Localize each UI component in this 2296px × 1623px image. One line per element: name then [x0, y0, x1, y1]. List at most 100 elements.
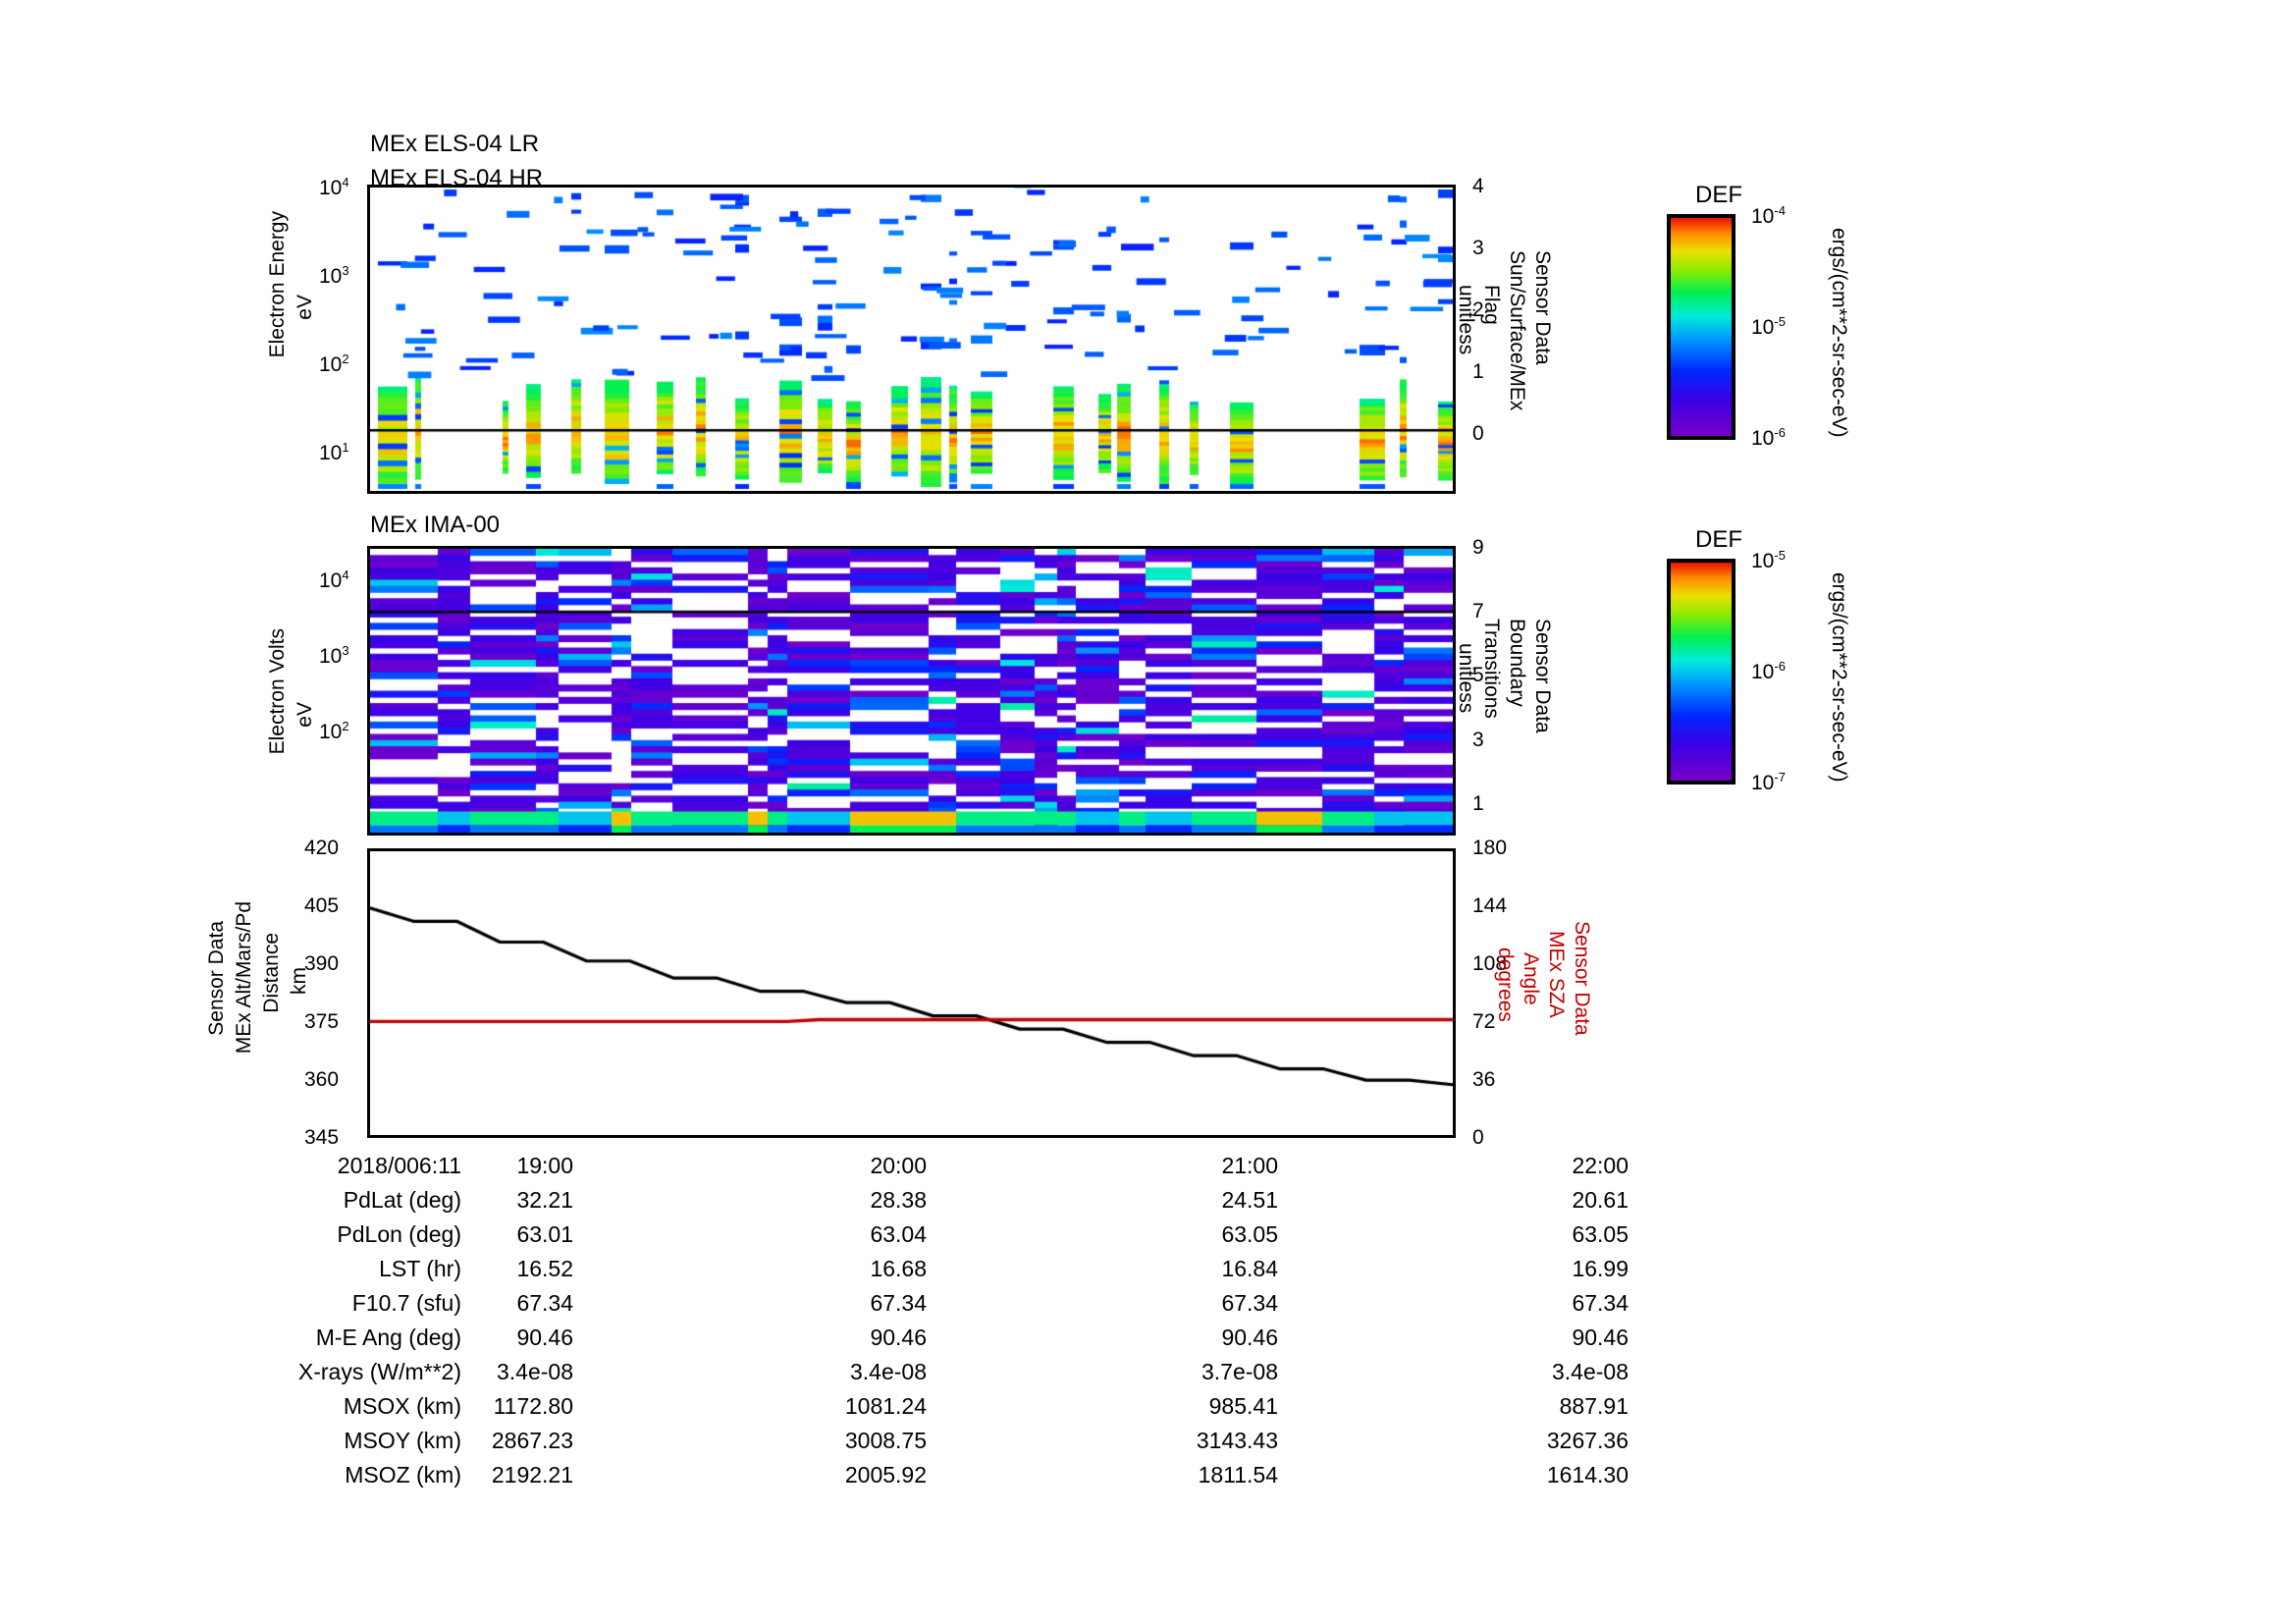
m: 10 [1751, 205, 1775, 228]
panel-1-title-lr: MEx ELS-04 LR [370, 131, 540, 157]
tick-mantissa: 10 [319, 265, 343, 288]
colorbar-1-title: DEF [1695, 182, 1742, 208]
table-cell: 67.34 [870, 1290, 927, 1316]
colorbar-2-units: ergs/(cm**2-sr-sec-eV) [1828, 572, 1850, 783]
table-cell: 32.21 [516, 1187, 573, 1213]
panel-3-right-tick-0: 0 [1472, 1126, 1484, 1149]
table-row: X-rays (W/m**2) 3.4e-08 3.4e-08 3.7e-08 3.4e… [0, 1355, 1629, 1389]
panel-3-right-tick-108: 108 [1472, 952, 1508, 975]
table-row-label: PdLat (deg) [343, 1187, 461, 1213]
table-cell: 90.46 [1572, 1325, 1629, 1350]
table-cell: 63.05 [1572, 1221, 1629, 1247]
e: -7 [1774, 770, 1786, 784]
tick-exponent: 2 [342, 719, 349, 733]
plot-canvas [1671, 563, 1732, 781]
panel-2-plot-area[interactable] [367, 546, 1456, 836]
tick-mantissa: 10 [319, 442, 343, 464]
panel-1-right-tick-0: 0 [1472, 422, 1484, 445]
plot-canvas [1671, 218, 1732, 436]
table-row: LST (hr) 16.52 16.68 16.84 16.99 [0, 1252, 1629, 1286]
panel-3-left-tick-345: 345 [304, 1126, 340, 1149]
panel-1-right-axis-label-line2: Sun/Surface/MEx [1506, 250, 1529, 411]
table-cell: 3267.36 [1546, 1428, 1629, 1453]
table-row: MSOY (km) 2867.23 3008.75 3143.43 3267.36 [0, 1424, 1629, 1458]
tick-mantissa: 10 [319, 569, 343, 592]
colorbar-1-label-top: 10-4 [1751, 203, 1786, 229]
table-cell: 67.34 [1572, 1290, 1629, 1316]
panel-3-left-axis-label-line1: Sensor Data [205, 921, 228, 1036]
panel-2-title: MEx IMA-00 [370, 512, 501, 538]
table-row-label: X-rays (W/m**2) [297, 1359, 461, 1384]
table-cell: 2192.21 [491, 1462, 573, 1488]
m: 10 [1751, 661, 1775, 683]
axis-tick [1452, 819, 1455, 833]
e: -5 [1774, 314, 1786, 329]
table-cell: 21:00 [1221, 1153, 1278, 1178]
colorbar-tick [1716, 435, 1732, 438]
table-cell: 1172.80 [493, 1393, 573, 1419]
panel-1-plot-area[interactable] [367, 185, 1456, 494]
table-cell: 90.46 [516, 1325, 573, 1350]
panel-3-right-axis-label-line3: Angle [1520, 952, 1543, 1005]
axis-tick [370, 1135, 386, 1138]
table-cell: 67.34 [516, 1290, 573, 1316]
table-row-label: MSOY (km) [344, 1428, 461, 1453]
table-row: F10.7 (sfu) 67.34 67.34 67.34 67.34 [0, 1286, 1629, 1321]
panel-1-y-axis-units-text: eV [294, 295, 316, 320]
t: Boundary [1506, 619, 1529, 707]
table-cell: 20.61 [1572, 1187, 1629, 1213]
table-cell: 1614.30 [1546, 1462, 1629, 1488]
table-cell: 28.38 [870, 1187, 927, 1213]
panel-3-plot-area[interactable] [367, 848, 1456, 1138]
table-cell: 1811.54 [1198, 1462, 1278, 1488]
axis-tick [1437, 491, 1453, 494]
colorbar-2-label-bottom: 10-7 [1751, 770, 1786, 795]
t: Sensor Data [1571, 921, 1594, 1036]
t: Sensor Data [1531, 619, 1555, 733]
colorbar-2[interactable] [1667, 559, 1735, 784]
t: Sun/Surface/MEx [1506, 250, 1529, 411]
tick-exponent: 3 [342, 643, 349, 658]
table-row: MSOZ (km) 2192.21 2005.92 1811.54 1614.30 [0, 1458, 1629, 1492]
table-cell: 63.04 [870, 1221, 927, 1247]
tick-exponent: 2 [342, 352, 349, 366]
panel-2-right-axis-label-line2: Boundary [1506, 619, 1529, 707]
table-row: PdLon (deg) 63.01 63.04 63.05 63.05 [0, 1217, 1629, 1252]
panel-2-ytick-3: 103 [319, 643, 349, 669]
table-cell: 16.52 [516, 1256, 573, 1281]
panel-3-right-tick-180: 180 [1472, 837, 1508, 859]
tick-exponent: 1 [342, 440, 349, 455]
t: Sensor Data [205, 921, 228, 1036]
table-row-label: PdLon (deg) [337, 1221, 461, 1247]
panel-2-right-tick-9: 9 [1472, 536, 1484, 559]
parameter-table: 2018/006:11 19:00 20:00 21:00 22:00 PdLat (de… [0, 1149, 1629, 1492]
t: Angle [1520, 952, 1543, 1005]
t: Transitions [1480, 619, 1504, 719]
table-row-label: 2018/006:11 [337, 1153, 461, 1178]
panel-1-right-tick-2: 2 [1472, 298, 1484, 321]
axis-tick [1452, 1121, 1455, 1135]
panel-3-right-axis-label-line1: Sensor Data [1571, 921, 1594, 1036]
table-cell: 2005.92 [844, 1462, 927, 1488]
table-row: MSOX (km) 1172.80 1081.24 985.41 887.91 [0, 1389, 1629, 1424]
panel-2-y-axis-units: eV [294, 702, 316, 728]
tick-exponent: 4 [342, 568, 349, 582]
m: 10 [1751, 550, 1775, 572]
panel-2-y-axis-label: Electron Volts [266, 628, 289, 754]
t: ergs/(cm**2-sr-sec-eV) [1828, 228, 1851, 438]
table-cell: 63.01 [516, 1221, 573, 1247]
tick-exponent: 4 [342, 175, 349, 189]
axis-tick [370, 833, 379, 836]
axis-tick [1444, 833, 1453, 836]
panel-2-right-tick-1: 1 [1472, 792, 1484, 815]
e: -4 [1774, 203, 1786, 218]
table-cell: 3.4e-08 [496, 1359, 573, 1384]
table-cell: 3.4e-08 [1551, 1359, 1629, 1384]
axis-tick [370, 491, 379, 494]
table-cell: 67.34 [1221, 1290, 1278, 1316]
t: degrees [1494, 947, 1518, 1022]
table-row: PdLat (deg) 32.21 28.38 24.51 20.61 [0, 1183, 1629, 1217]
panel-2-right-tick-7: 7 [1472, 600, 1484, 622]
colorbar-1[interactable] [1667, 214, 1735, 440]
table-row-label: M-E Ang (deg) [315, 1325, 461, 1350]
